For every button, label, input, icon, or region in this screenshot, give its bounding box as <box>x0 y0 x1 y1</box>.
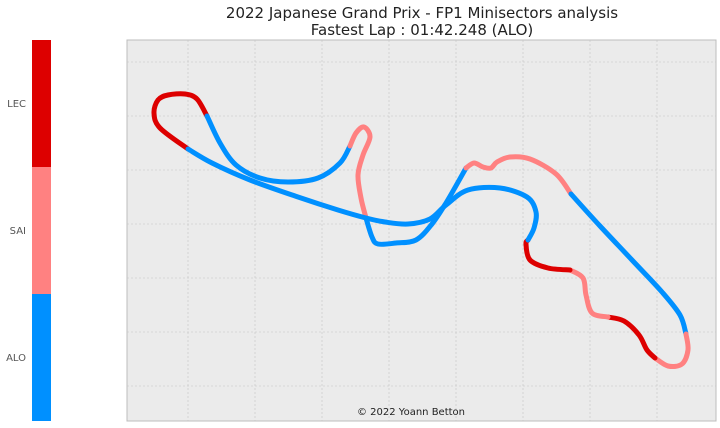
chart-title-block: 2022 Japanese Grand Prix - FP1 Minisecto… <box>127 5 717 39</box>
track-segment-lec <box>151 91 210 152</box>
colorbar: LEC SAI ALO <box>6 40 51 421</box>
track-segment-sai <box>652 331 691 370</box>
colorbar-segment-lec <box>32 40 51 167</box>
plot-area <box>126 39 717 422</box>
track-segment-sai <box>463 154 574 197</box>
track-segment-sai <box>347 124 373 221</box>
colorbar-segment-alo <box>32 294 51 421</box>
chart-title: 2022 Japanese Grand Prix - FP1 Minisecto… <box>225 4 619 22</box>
track-segment-lec <box>523 237 573 273</box>
credit-text: © 2022 Yoann Betton <box>357 407 465 418</box>
track-segment-alo <box>204 113 353 185</box>
track-segment-alo <box>185 146 539 243</box>
colorbar-segment-sai <box>32 167 51 294</box>
track-segment-sai <box>567 267 611 320</box>
track-segment-alo <box>568 191 689 337</box>
colorbar-label-lec: LEC <box>7 99 26 110</box>
track-map <box>151 91 691 370</box>
colorbar-label-alo: ALO <box>6 353 26 364</box>
chart-subtitle: Fastest Lap : 01:42.248 (ALO) <box>310 21 534 39</box>
colorbar-label-sai: SAI <box>10 226 26 237</box>
track-segment-lec <box>605 314 658 361</box>
